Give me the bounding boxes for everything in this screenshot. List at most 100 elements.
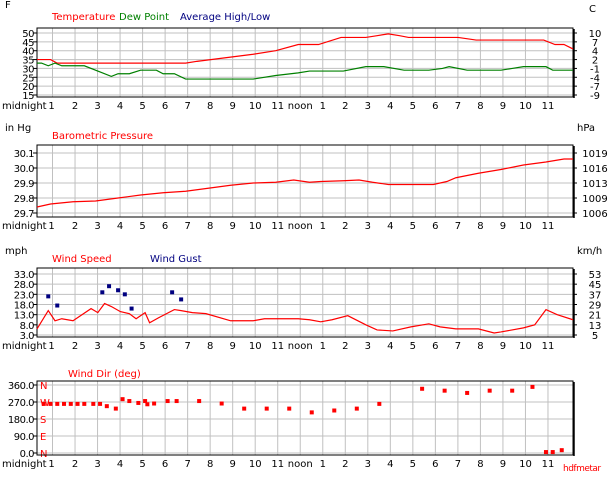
x-tick-label: 6 xyxy=(162,101,168,112)
x-tick-label: 8 xyxy=(477,101,483,112)
compass-label: N xyxy=(40,381,47,392)
x-tick-label: midnight xyxy=(2,459,47,470)
legend-item: Temperature xyxy=(51,12,115,23)
data-point xyxy=(46,294,51,299)
x-tick-label: noon xyxy=(288,221,313,232)
y-tick-label: 180.0 xyxy=(8,415,34,426)
x-tick-label: 4 xyxy=(117,341,123,352)
x-tick-label: 5 xyxy=(139,221,145,232)
data-point xyxy=(55,303,60,308)
data-point xyxy=(48,401,53,406)
x-tick-label: 5 xyxy=(410,101,416,112)
x-tick-label: 11 xyxy=(542,459,555,470)
data-point xyxy=(242,406,247,411)
right-unit: km/h xyxy=(577,246,602,257)
x-tick-label: 6 xyxy=(432,221,438,232)
data-point xyxy=(377,401,382,406)
data-point xyxy=(179,297,184,302)
right-tick-label: 2 xyxy=(592,56,598,67)
data-point xyxy=(113,406,118,411)
x-tick-label: 3 xyxy=(94,101,100,112)
right-tick-label: -4 xyxy=(590,73,600,84)
data-point xyxy=(75,401,80,406)
y-tick-label: 270.0 xyxy=(8,398,34,409)
x-tick-label: 2 xyxy=(72,341,78,352)
x-tick-label: 7 xyxy=(184,459,190,470)
right-tick-label: 7 xyxy=(592,38,598,49)
data-point xyxy=(136,400,141,405)
x-tick-label: 10 xyxy=(249,101,262,112)
x-tick-label: 6 xyxy=(162,459,168,470)
right-tick-label: 10 xyxy=(589,29,602,40)
x-tick-label: 9 xyxy=(500,459,506,470)
data-point xyxy=(174,399,179,404)
x-tick-label: 1 xyxy=(48,221,54,232)
x-tick-label: noon xyxy=(288,101,313,112)
data-point xyxy=(145,402,150,407)
x-tick-label: midnight xyxy=(2,341,47,352)
y-tick-label: 8.0 xyxy=(20,321,35,332)
x-tick-label: 10 xyxy=(519,101,532,112)
x-tick-label: 7 xyxy=(455,341,461,352)
y-tick-label: 30.0 xyxy=(14,164,34,175)
legend-item: Dew Point xyxy=(119,12,169,23)
data-point xyxy=(165,399,170,404)
x-tick-label: 9 xyxy=(229,341,235,352)
chart-1: 30.130.029.929.829.710191016101310091006… xyxy=(2,123,608,232)
x-tick-label: 4 xyxy=(387,221,393,232)
data-point xyxy=(62,401,67,406)
x-tick-label: 5 xyxy=(410,459,416,470)
x-tick-label: 9 xyxy=(229,101,235,112)
x-tick-label: 2 xyxy=(342,459,348,470)
x-tick-label: 11 xyxy=(271,221,284,232)
data-point xyxy=(287,406,292,411)
x-tick-label: 9 xyxy=(229,459,235,470)
y-tick-label: 360.0 xyxy=(8,381,34,392)
x-tick-label: 7 xyxy=(184,341,190,352)
x-tick-label: 7 xyxy=(455,101,461,112)
y-tick-label: 29.9 xyxy=(14,179,34,190)
x-tick-label: 2 xyxy=(72,101,78,112)
x-tick-label: 1 xyxy=(48,101,54,112)
x-tick-label: 3 xyxy=(94,341,100,352)
right-tick-label: 4 xyxy=(592,47,598,58)
data-point xyxy=(219,401,224,406)
right-tick-label: 45 xyxy=(589,280,602,291)
x-tick-label: 4 xyxy=(117,459,123,470)
x-tick-label: 6 xyxy=(432,459,438,470)
x-tick-label: 8 xyxy=(207,221,213,232)
y-tick-label: 0.0 xyxy=(20,449,35,460)
x-tick-label: 7 xyxy=(184,101,190,112)
legend-item: Wind Speed xyxy=(52,254,112,265)
series-line-barometric-pressure xyxy=(36,158,573,208)
y-tick-label: 25 xyxy=(22,73,34,84)
right-tick-label: 1013 xyxy=(582,179,607,190)
legend-item: Barometric Pressure xyxy=(52,131,153,142)
y-tick-label: 90.0 xyxy=(14,432,34,443)
data-point xyxy=(510,388,515,393)
y-tick-label: 15 xyxy=(22,91,34,102)
y-tick-label: 28.0 xyxy=(14,280,34,291)
right-unit: hPa xyxy=(577,123,595,134)
series-line-temperature xyxy=(37,33,574,64)
x-tick-label: 3 xyxy=(365,341,371,352)
right-tick-label: 21 xyxy=(589,311,602,322)
x-tick-label: 8 xyxy=(207,341,213,352)
data-point xyxy=(354,406,359,411)
data-point xyxy=(530,384,535,389)
x-tick-label: 4 xyxy=(387,459,393,470)
plot-frame xyxy=(36,267,574,338)
x-tick-label: 6 xyxy=(162,221,168,232)
y-tick-label: 20 xyxy=(22,82,34,93)
x-tick-label: 6 xyxy=(432,341,438,352)
y-tick-label: 29.8 xyxy=(14,194,34,205)
series-line-dew-point xyxy=(37,62,573,80)
right-tick-label: 1016 xyxy=(582,164,607,175)
x-tick-label: 9 xyxy=(500,101,506,112)
y-tick-label: 33.0 xyxy=(14,270,34,281)
y-tick-label: 18.0 xyxy=(14,301,34,312)
data-point xyxy=(68,401,73,406)
x-tick-label: 3 xyxy=(365,221,371,232)
x-tick-label: midnight xyxy=(2,221,47,232)
